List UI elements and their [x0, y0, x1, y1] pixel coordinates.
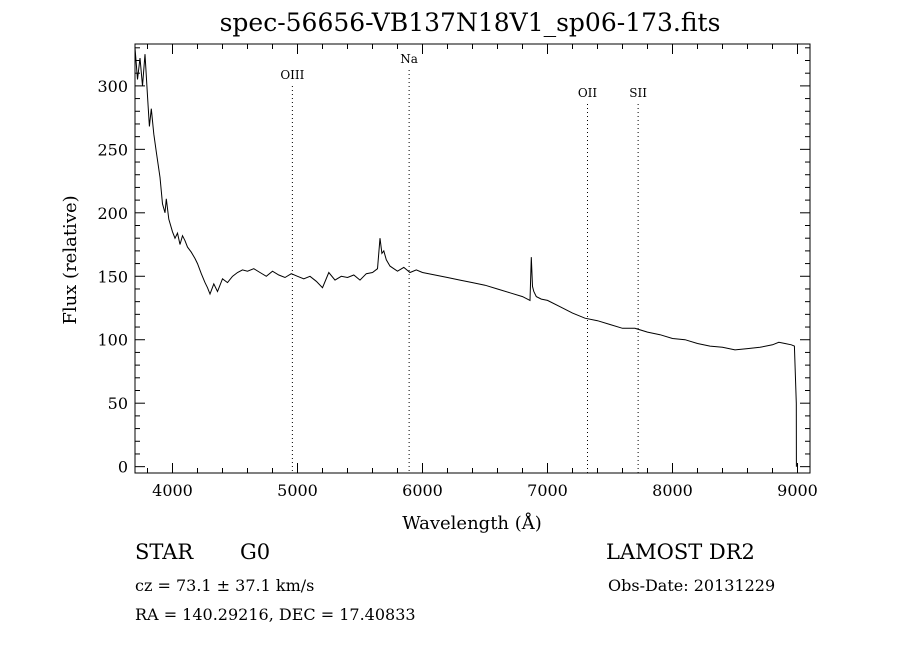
x-tick-label: 4000 — [152, 481, 193, 500]
redshift-cz: cz = 73.1 ± 37.1 km/s — [135, 576, 315, 595]
y-tick-label: 0 — [118, 458, 128, 477]
plot-border — [134, 43, 811, 474]
y-tick-label: 100 — [97, 331, 128, 350]
chart-title: spec-56656-VB137N18V1_sp06-173.fits — [219, 8, 721, 37]
y-tick-label: 250 — [97, 140, 128, 159]
emission-line-label: Na — [400, 52, 418, 66]
y-axis: 0 50 100 150 200 250 300 — [97, 47, 810, 477]
emission-line-label: OIII — [280, 68, 304, 82]
series-group — [134, 47, 797, 467]
survey-name: LAMOST DR2 — [606, 540, 755, 564]
x-tick-label: 5000 — [277, 481, 318, 500]
x-axis-label: Wavelength (Å) — [402, 512, 542, 534]
x-axis: 4000 5000 6000 7000 8000 9000 — [147, 44, 818, 500]
subclass: G0 — [240, 540, 271, 564]
plot-frame — [134, 43, 811, 474]
x-tick-label: 9000 — [777, 481, 818, 500]
y-tick-label: 300 — [97, 77, 128, 96]
y-tick-label: 150 — [97, 267, 128, 286]
object-class: STAR — [135, 540, 194, 564]
x-tick-label: 6000 — [402, 481, 443, 500]
observation-date: Obs-Date: 20131229 — [608, 576, 776, 595]
emission-line-label: SII — [629, 86, 647, 100]
y-tick-label: 200 — [97, 204, 128, 223]
ra-dec: RA = 140.29216, DEC = 17.40833 — [135, 605, 416, 624]
spectrum-line — [134, 47, 797, 467]
emission-line-label: OII — [578, 86, 598, 100]
emission-lines: OIII Na OII SII — [280, 52, 647, 473]
y-tick-label: 50 — [108, 394, 128, 413]
y-axis-label: Flux (relative) — [60, 195, 81, 324]
x-tick-label: 8000 — [652, 481, 693, 500]
x-tick-label: 7000 — [527, 481, 568, 500]
